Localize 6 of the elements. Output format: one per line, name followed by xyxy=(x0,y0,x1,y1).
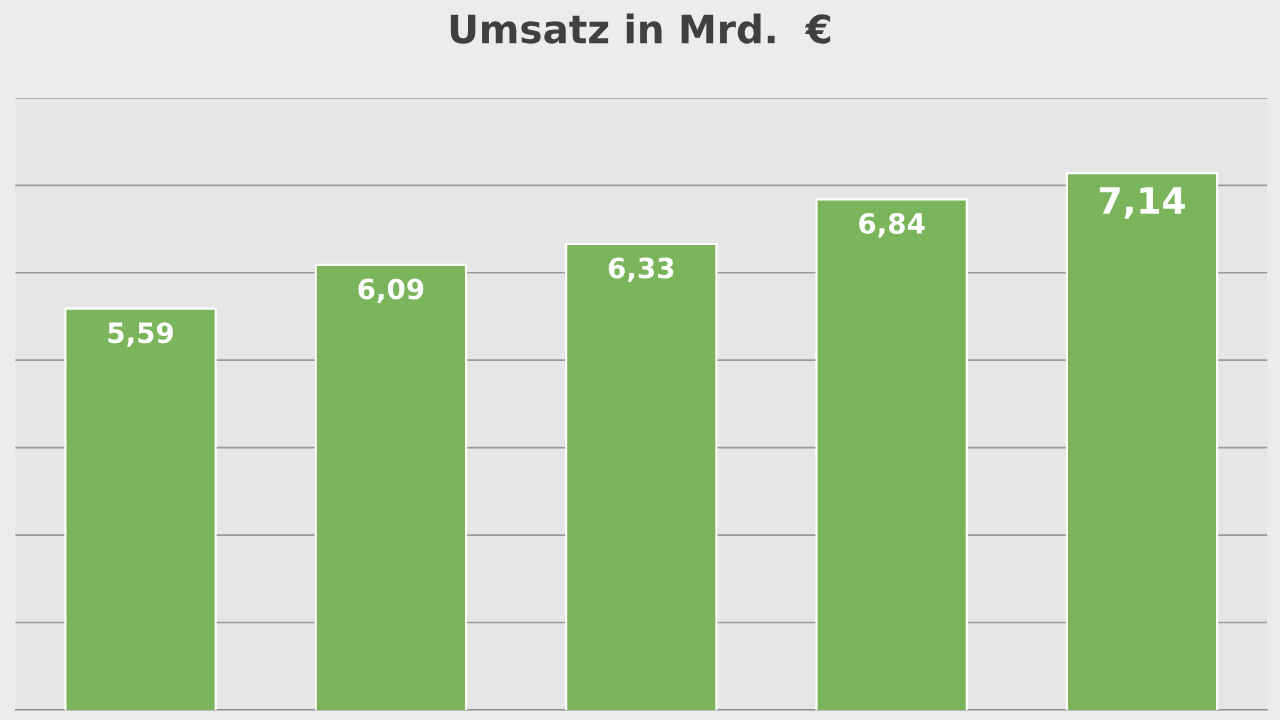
data-label: 6,84 xyxy=(859,212,925,238)
data-label: 7,14 xyxy=(1099,187,1185,219)
chart-title: Umsatz in Mrd. € xyxy=(450,13,831,44)
data-label: 6,33 xyxy=(608,257,674,283)
data-label: 6,09 xyxy=(358,278,424,304)
data-label: 5,59 xyxy=(108,322,174,347)
